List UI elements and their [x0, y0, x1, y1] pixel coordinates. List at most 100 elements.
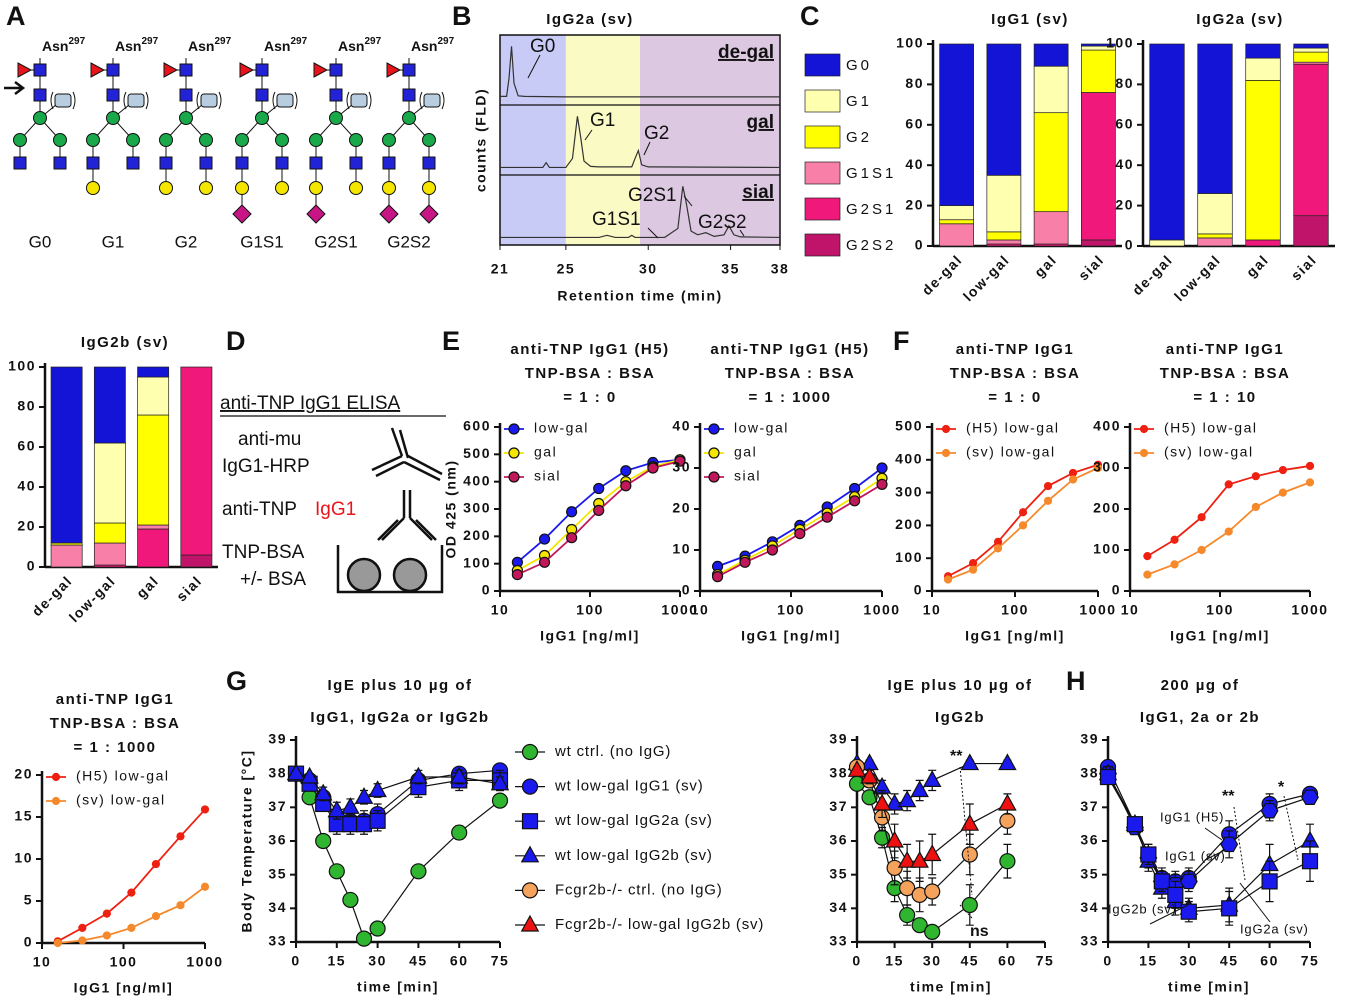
glycan-paren [123, 91, 149, 110]
bar-segment: G1 [939, 205, 974, 221]
x-tick-label: de-gal [1129, 251, 1176, 298]
marker [708, 447, 720, 459]
peak-leader [527, 54, 541, 79]
marker [849, 495, 861, 507]
marker [1140, 846, 1157, 863]
bar-segment: G1 [1293, 47, 1329, 53]
glycan-glcnac [33, 63, 47, 77]
marker [200, 882, 210, 891]
chart-title: IgG1, 2a or 2b [1140, 709, 1260, 726]
glycan-glcnac [275, 156, 289, 170]
legend-label: sial [534, 468, 561, 484]
x-axis-label: IgG1 [ng/ml] [1170, 628, 1270, 644]
marker [355, 816, 373, 833]
x-tick-label: 45 [961, 953, 980, 969]
x-tick-label: 1000 [863, 602, 900, 618]
y-tick-label: 60 [17, 438, 36, 454]
legend-label: G2 [846, 129, 872, 146]
marker [521, 778, 539, 795]
bar-segment: G2 [1245, 80, 1281, 241]
site-name: Asn [264, 38, 290, 54]
glycan-fucose [239, 62, 255, 78]
marker [490, 773, 510, 791]
marker [151, 912, 161, 921]
y-tick-label: 36 [829, 832, 848, 848]
glycan-paren [196, 91, 222, 110]
marker [899, 880, 916, 897]
legend-swatch [804, 53, 841, 77]
glycan-glcnac [349, 156, 363, 170]
bar-segment: G0 [137, 366, 170, 378]
glycan-glcnac [126, 156, 140, 170]
glycan-glcnac [33, 88, 47, 102]
marker [1224, 480, 1233, 489]
marker [998, 753, 1017, 771]
glycan-glcnac [235, 156, 249, 170]
y-tick-label: 39 [268, 731, 287, 747]
marker [354, 786, 374, 804]
label-leader [1204, 849, 1226, 861]
glycan-bisect [127, 93, 145, 108]
site-number: 297 [437, 36, 454, 47]
elisa-antigen: TNP-BSA [222, 542, 305, 563]
marker [961, 896, 978, 914]
glycan-glcnac [422, 156, 436, 170]
y-tick-label: 80 [17, 398, 36, 414]
marker [941, 424, 951, 434]
legend-label: wt ctrl. (no IgG) [554, 743, 671, 760]
marker [51, 796, 61, 806]
legend-label: G2S2 [846, 237, 896, 254]
x-tick-label: 60 [450, 953, 469, 969]
y-tick-label: 0 [27, 558, 36, 574]
marker [1197, 513, 1206, 522]
glycan-paren [272, 91, 298, 110]
marker [960, 813, 980, 831]
x-tick-label: 10 [691, 602, 710, 618]
glycan-bisect [423, 93, 441, 108]
marker [885, 830, 904, 848]
marker [1261, 873, 1278, 890]
site-name: Asn [115, 38, 141, 54]
peak-label: G2S1 [628, 185, 677, 206]
y-tick-label: 0 [1125, 237, 1134, 253]
chart-title: TNP-BSA : BSA [525, 365, 656, 382]
legend-label: G2S1 [846, 201, 896, 218]
x-tick-label: gal [1031, 251, 1060, 280]
x-tick-label: 0 [291, 953, 300, 969]
marker [511, 568, 523, 581]
glycan-paren [50, 91, 76, 110]
marker [1278, 488, 1288, 497]
x-axis-label: time [min] [910, 979, 992, 995]
marker [1018, 521, 1028, 530]
label-leader [1149, 904, 1189, 925]
marker [998, 793, 1017, 811]
site-name: Asn [338, 38, 364, 54]
glycan-glcnac [199, 156, 213, 170]
marker [313, 783, 333, 801]
series-label: IgG2b (sv) [1108, 901, 1177, 916]
legend-label: wt low-gal IgG1 (sv) [554, 778, 704, 795]
glycan-hexose [106, 111, 120, 125]
marker [968, 565, 978, 574]
marker [872, 793, 892, 811]
marker [521, 882, 539, 899]
x-tick-label: 15 [1139, 953, 1158, 969]
glycan-sialic [306, 204, 326, 224]
marker [1018, 508, 1028, 517]
glycan-hexose [235, 133, 249, 147]
marker [860, 766, 879, 784]
marker [176, 832, 185, 841]
marker [508, 471, 520, 483]
marker [127, 923, 136, 932]
marker [821, 511, 833, 523]
elisa-antigen: +/- BSA [240, 569, 306, 590]
glycan-paren [346, 91, 372, 110]
x-tick-label: 75 [1036, 953, 1055, 969]
bar-segment: G1S1 [1033, 211, 1069, 245]
marker [620, 465, 632, 477]
marker [1180, 903, 1197, 920]
x-tick-label: sial [1075, 251, 1107, 283]
marker [1305, 478, 1315, 487]
marker [847, 760, 867, 777]
y-tick-label: 40 [672, 418, 691, 434]
